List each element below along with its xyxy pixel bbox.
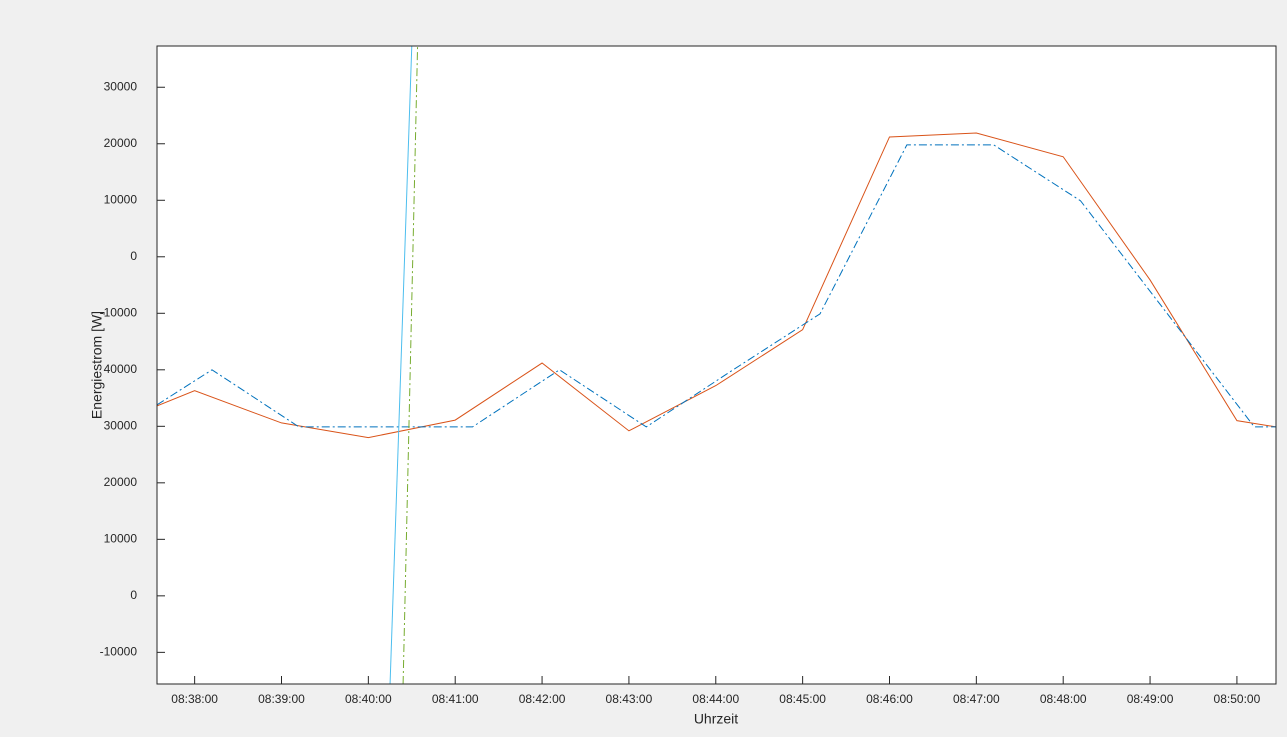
x-tick-label: 08:48:00 bbox=[1040, 692, 1087, 706]
series-line bbox=[389, 46, 413, 684]
series-line bbox=[157, 132, 1276, 439]
x-tick-label: 08:42:00 bbox=[519, 692, 566, 706]
y-tick-label: 0 bbox=[130, 588, 137, 602]
y-axis-label: Energiestrom [W] bbox=[89, 311, 105, 419]
y-tick-label: 0 bbox=[130, 249, 137, 263]
axes-box bbox=[156, 45, 1277, 685]
x-tick-label: 08:47:00 bbox=[953, 692, 1000, 706]
series-line bbox=[157, 144, 1276, 428]
y-tick-label: 20000 bbox=[104, 475, 138, 489]
x-axis-label: Uhrzeit bbox=[694, 711, 738, 727]
x-tick-label: 08:50:00 bbox=[1214, 692, 1261, 706]
y-tick-label: 10000 bbox=[104, 532, 138, 546]
x-tick-label: 08:45:00 bbox=[779, 692, 826, 706]
y-tick-label: 40000 bbox=[104, 362, 138, 376]
series-line bbox=[402, 46, 419, 684]
y-tick-label: 30000 bbox=[104, 418, 138, 432]
x-tick-label: 08:40:00 bbox=[345, 692, 392, 706]
series-clip-group bbox=[157, 46, 1276, 684]
x-tick-label: 08:49:00 bbox=[1127, 692, 1174, 706]
y-tick-label: 20000 bbox=[104, 136, 138, 150]
y-tick-label: -10000 bbox=[100, 305, 138, 319]
x-tick-label: 08:38:00 bbox=[171, 692, 218, 706]
plot-area bbox=[157, 46, 1276, 684]
x-tick-label: 08:44:00 bbox=[692, 692, 739, 706]
x-tick-label: 08:43:00 bbox=[606, 692, 653, 706]
y-tick-label: -10000 bbox=[100, 645, 138, 659]
y-tick-label: 10000 bbox=[104, 192, 138, 206]
x-tick-label: 08:39:00 bbox=[258, 692, 305, 706]
x-tick-label: 08:46:00 bbox=[866, 692, 913, 706]
y-tick-label: 30000 bbox=[104, 79, 138, 93]
x-tick-label: 08:41:00 bbox=[432, 692, 479, 706]
